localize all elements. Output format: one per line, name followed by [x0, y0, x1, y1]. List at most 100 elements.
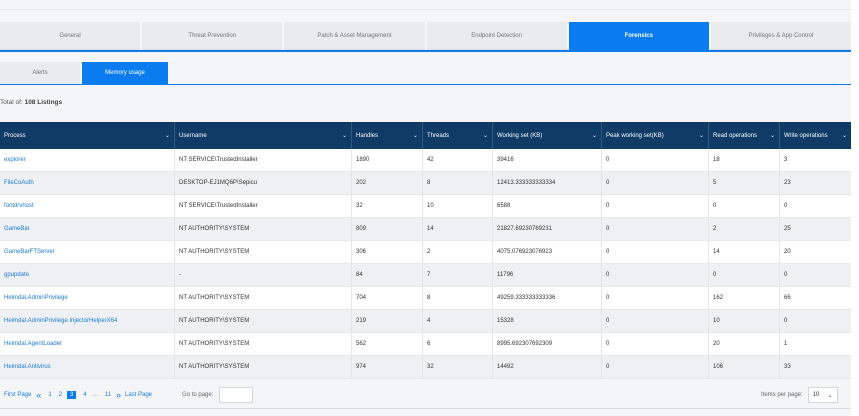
tab-endpoint-detection[interactable]: Endpoint Detection — [426, 22, 567, 50]
write-operations-cell: 33 — [784, 364, 791, 370]
handles-cell: 306 — [352, 241, 423, 263]
handles-cell: 202 — [352, 172, 423, 194]
tab-general[interactable]: General — [0, 22, 141, 50]
read-operations-cell: 14 — [709, 241, 780, 263]
table-row: gpupdate -84 7 11796 0 0 0 — [0, 264, 851, 287]
chevron-down-icon[interactable]: ⌄ — [591, 133, 597, 139]
column-header-read-operations[interactable]: Read operations ⌄ — [709, 122, 780, 149]
working-set-cell: 15328 — [493, 310, 602, 332]
handles-cell: 974 — [352, 356, 423, 378]
table-row: Heimdal.Antivirus NT AUTHORITY\SYSTEM 974 3… — [0, 356, 851, 379]
chevron-down-icon[interactable]: ⌄ — [769, 133, 775, 139]
peak-working-set-cell: 0 — [602, 218, 709, 240]
read-operations-cell: 2 — [709, 218, 780, 240]
double-chevron-right-icon[interactable]: » — [115, 390, 121, 400]
username-cell: - — [175, 264, 352, 286]
chevron-down-icon: ⌄ — [827, 392, 833, 399]
goto-page-input[interactable] — [219, 387, 254, 403]
working-set-cell: 11796 — [493, 264, 602, 286]
table-header: Process ⌄ Username ⌄ Handles ⌄ Threads ⌄ Wor… — [0, 122, 851, 149]
handles-cell: 809 — [352, 218, 423, 240]
write-operations-cell: 23 — [784, 180, 791, 186]
table-row: GameBarFTServer NT AUTHORITY\SYSTEM 306 2 40… — [0, 241, 851, 264]
peak-working-set-cell: 0 — [602, 172, 709, 194]
username-cell: NT AUTHORITY\SYSTEM — [175, 287, 352, 309]
handles-cell: 84 — [352, 264, 423, 286]
process-link[interactable]: explorer — [0, 149, 175, 171]
process-link[interactable]: Heimdal.Antivirus — [0, 356, 175, 378]
peak-working-set-cell: 0 — [602, 333, 709, 355]
username-cell: NT AUTHORITY\SYSTEM — [175, 218, 352, 240]
column-header-threads[interactable]: Threads ⌄ — [423, 122, 493, 149]
write-operations-cell: 0 — [784, 272, 788, 278]
tab-privileges-app-control[interactable]: Privileges & App Control — [710, 22, 852, 50]
process-link[interactable]: GameBar — [0, 218, 175, 240]
page-link-11[interactable]: 11 — [104, 392, 111, 398]
chevron-down-icon[interactable]: ⌄ — [412, 133, 418, 139]
read-operations-cell: 20 — [709, 333, 780, 355]
username-cell: NT AUTHORITY\SYSTEM — [175, 333, 352, 355]
pagination: First Page « 1 2 3 4 ... 11 » Last Page … — [0, 385, 851, 405]
working-set-cell: 8995.692307692309 — [493, 333, 602, 355]
username-cell: NT AUTHORITY\SYSTEM — [175, 310, 352, 332]
write-operations-cell: 66 — [784, 295, 791, 301]
memory-usage-table: Process ⌄ Username ⌄ Handles ⌄ Threads ⌄ Wor… — [0, 122, 851, 379]
sub-tabs: Alerts Memory usage — [0, 62, 168, 84]
process-link[interactable]: FileCoAuth — [0, 172, 175, 194]
read-operations-cell: 18 — [709, 149, 780, 171]
column-header-username[interactable]: Username ⌄ — [175, 122, 352, 149]
write-operations-cell: 20 — [784, 249, 791, 255]
process-link[interactable]: Heimdal.AdminPrivilege — [0, 287, 175, 309]
username-cell: NT SERVICE\TrustedInstaller — [175, 149, 352, 171]
page-link-2[interactable]: 2 — [58, 392, 63, 398]
username-cell: NT AUTHORITY\SYSTEM — [175, 241, 352, 263]
chevron-down-icon[interactable]: ⌄ — [341, 133, 347, 139]
handles-cell: 219 — [352, 310, 423, 332]
chevron-down-icon[interactable]: ⌄ — [698, 133, 704, 139]
threads-cell: 2 — [423, 241, 493, 263]
write-operations-cell: 25 — [784, 226, 791, 232]
handles-cell: 704 — [352, 287, 423, 309]
write-operations-cell: 1 — [784, 341, 788, 347]
table-body: explorer NT SERVICE\TrustedInstaller 1890 4… — [0, 149, 851, 379]
tab-patch-asset-management[interactable]: Patch & Asset Management — [284, 22, 425, 50]
table-row: FileCoAuth DESKTOP-EJ1MQ6P\Sepicu 202 8 1241… — [0, 172, 851, 195]
column-header-handles[interactable]: Handles ⌄ — [352, 122, 423, 149]
bottom-divider — [0, 408, 851, 409]
column-header-peak-working-set[interactable]: Peak working set(KB) ⌄ — [602, 122, 709, 149]
chevron-down-icon[interactable]: ⌄ — [482, 133, 488, 139]
goto-page-label: Go to page: — [182, 392, 214, 398]
first-page-link[interactable]: First Page — [4, 392, 32, 398]
double-chevron-left-icon[interactable]: « — [36, 390, 42, 400]
page-link-current[interactable]: 3 — [67, 391, 77, 399]
items-per-page-value: 10 — [812, 392, 820, 398]
column-header-process[interactable]: Process ⌄ — [0, 122, 175, 149]
last-page-link[interactable]: Last Page — [125, 392, 153, 398]
process-link[interactable]: GameBarFTServer — [0, 241, 175, 263]
threads-cell: 8 — [423, 172, 493, 194]
process-link[interactable]: Heimdal.AdminPrivilege.InjectorHelperX64 — [0, 310, 175, 332]
page-link-4[interactable]: 4 — [83, 392, 87, 398]
page-link-1[interactable]: 1 — [48, 392, 52, 398]
working-set-cell: 4075.076923076923 — [493, 241, 602, 263]
table-row: Heimdal.AgentLoader NT AUTHORITY\SYSTEM 56… — [0, 333, 851, 356]
process-link[interactable]: Heimdal.AgentLoader — [0, 333, 175, 355]
threads-cell: 7 — [423, 264, 493, 286]
subtab-alerts[interactable]: Alerts — [0, 62, 80, 84]
process-link[interactable]: fontdrvhost — [0, 195, 175, 217]
listing-summary: Total of: 108 Listings — [0, 99, 62, 106]
process-link[interactable]: gpupdate — [0, 264, 175, 286]
column-header-write-operations[interactable]: Write operations ⌄ — [780, 122, 851, 149]
column-label: Process — [4, 132, 26, 139]
column-header-working-set[interactable]: Working set (KB) ⌄ — [493, 122, 602, 149]
table-row: fontdrvhost NT SERVICE\TrustedInstaller 32… — [0, 195, 851, 218]
chevron-down-icon[interactable]: ⌄ — [164, 133, 170, 139]
write-operations-cell: 0 — [784, 203, 788, 209]
tab-threat-prevention[interactable]: Threat Prevention — [142, 22, 283, 50]
top-strip — [0, 0, 859, 10]
items-per-page-select[interactable]: 10 ⌄ — [807, 387, 838, 403]
handles-cell: 1890 — [352, 149, 423, 171]
tab-forensics[interactable]: Forensics — [568, 22, 709, 50]
subtab-memory-usage[interactable]: Memory usage — [82, 62, 168, 84]
chevron-down-icon[interactable]: ⌄ — [841, 133, 847, 139]
